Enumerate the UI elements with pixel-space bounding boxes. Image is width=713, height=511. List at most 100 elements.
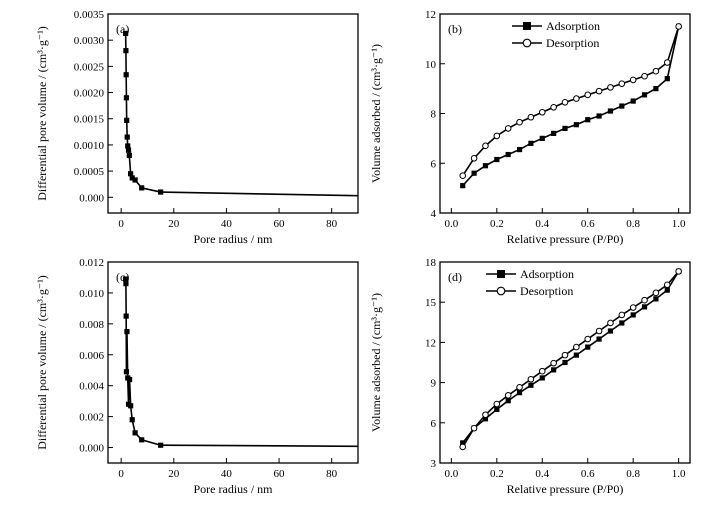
data-point <box>516 118 523 126</box>
data-point <box>607 328 614 334</box>
data-point <box>652 289 660 297</box>
data-point <box>470 424 478 432</box>
data-point <box>516 383 523 391</box>
series-tail-line <box>160 444 359 448</box>
y-tick-label: 3 <box>431 458 437 470</box>
data-point <box>123 95 130 101</box>
data-point <box>123 276 129 282</box>
y-tick-label: 0.0010 <box>74 140 105 152</box>
x-tick-label: 0.2 <box>490 218 504 230</box>
x-tick-label: 0.2 <box>490 468 504 480</box>
y-tick-label: 6 <box>431 418 437 430</box>
legend: Adsorption Desorption <box>512 19 600 50</box>
x-tick-label: 40 <box>221 218 233 230</box>
chart-panel-a: 0 20 40 60 80 0.000 0.0005 0.0010 0.0015 0.0020 0.… <box>35 9 359 246</box>
data-point <box>618 80 626 87</box>
data-point <box>482 416 489 422</box>
plot-frame <box>439 261 691 464</box>
data-point <box>139 437 145 443</box>
x-tick-label: 0 <box>118 218 124 230</box>
x-tick-label: 60 <box>274 218 286 230</box>
y-tick-label: 0.0035 <box>74 9 105 21</box>
y-tick-label: 0.0025 <box>74 61 105 73</box>
data-point <box>551 130 557 136</box>
x-axis-label: Relative pressure (P/P0) <box>507 482 624 496</box>
data-point <box>139 185 145 191</box>
y-axis-label: Volume adsorbed / (cm³·g⁻¹) <box>369 44 383 183</box>
y-tick-label: 0.012 <box>79 257 104 269</box>
legend: Adsorption Desorption <box>486 267 574 298</box>
x-tick-label: 20 <box>168 468 180 480</box>
data-point <box>607 108 614 114</box>
legend-marker <box>522 38 532 48</box>
data-point <box>630 312 636 318</box>
y-tick-label: 6 <box>431 158 437 170</box>
y-tick-label: 0.006 <box>79 350 104 362</box>
data-point <box>573 343 580 351</box>
x-tick-label: 0.0 <box>444 468 458 480</box>
data-point <box>124 328 130 335</box>
legend-label: Desorption <box>546 36 599 50</box>
data-point <box>630 98 636 104</box>
data-point <box>562 359 568 366</box>
x-tick-label: 0.8 <box>626 468 640 480</box>
data-point <box>550 359 557 367</box>
data-point <box>595 327 603 335</box>
data-point <box>585 117 591 123</box>
data-point <box>596 336 602 342</box>
data-point <box>538 367 546 375</box>
data-point <box>527 375 535 383</box>
data-point <box>629 304 637 311</box>
data-point <box>561 351 569 359</box>
y-tick-label: 0.000 <box>79 192 104 204</box>
x-tick-label: 0.6 <box>581 218 595 230</box>
data-point <box>128 403 134 409</box>
data-point <box>641 72 648 80</box>
data-point <box>619 103 625 109</box>
y-tick-label: 10 <box>425 59 437 71</box>
series-desorption <box>459 268 682 451</box>
x-tick-label: 0.0 <box>444 218 458 230</box>
data-point <box>595 87 603 95</box>
data-point <box>664 76 670 82</box>
data-point <box>459 443 467 451</box>
plot-frame <box>107 261 359 464</box>
data-point <box>663 59 671 66</box>
x-tick-label: 80 <box>326 468 338 480</box>
y-axis-label: Volume adsorbed / (cm³·g⁻¹) <box>369 293 383 432</box>
legend-label: Adsorption <box>546 19 600 33</box>
y-tick-label: 0.008 <box>79 319 104 331</box>
y-tick-label: 0.0030 <box>74 35 105 47</box>
data-point <box>123 30 129 36</box>
chart-panel-d: 0.0 0.2 0.4 0.6 0.8 1.0 3 6 9 12 15 18 (d) Relative p… <box>369 257 691 496</box>
series-pore-volume <box>123 30 164 195</box>
y-tick-label: 12 <box>425 337 436 349</box>
data-point <box>561 99 569 106</box>
data-point <box>482 411 489 419</box>
data-point <box>675 23 682 30</box>
series-tail-line <box>160 191 359 197</box>
data-point <box>482 142 489 150</box>
data-point <box>607 84 614 91</box>
data-point <box>585 344 591 350</box>
data-point <box>504 125 512 132</box>
data-point <box>652 67 660 75</box>
x-tick-label: 0.6 <box>581 468 595 480</box>
series-pore-volume <box>123 276 164 448</box>
data-point <box>504 392 512 399</box>
y-axis-label: Differential pore volume / (cm³·g⁻¹) <box>35 275 49 450</box>
x-axis-label: Pore radius / nm <box>194 232 274 246</box>
y-tick-label: 4 <box>431 208 437 220</box>
x-tick-label: 0.8 <box>626 218 640 230</box>
data-point <box>641 92 648 98</box>
x-axis-label: Pore radius / nm <box>194 482 274 496</box>
data-point <box>629 76 637 84</box>
series-adsorption <box>460 23 682 189</box>
data-point <box>123 48 129 54</box>
data-point <box>128 171 134 177</box>
x-tick-label: 1.0 <box>672 218 686 230</box>
data-point <box>158 442 164 448</box>
y-tick-label: 0.0020 <box>74 88 105 100</box>
y-tick-label: 12 <box>425 9 436 21</box>
data-point <box>123 369 130 375</box>
